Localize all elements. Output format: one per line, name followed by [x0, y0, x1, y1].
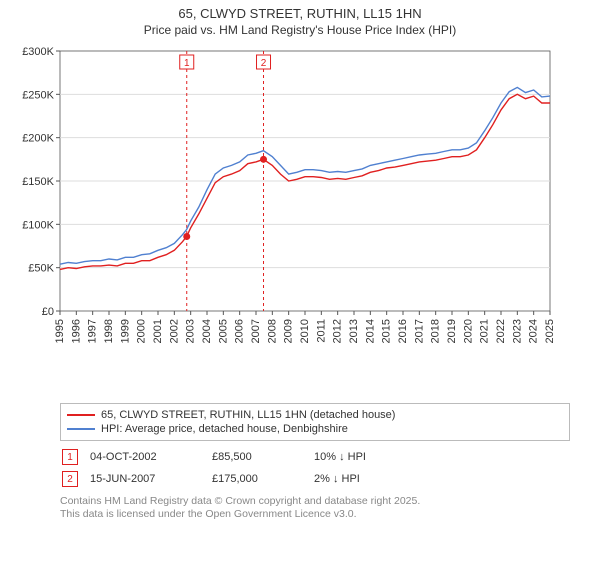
legend-swatch	[67, 428, 95, 430]
svg-text:£300K: £300K	[22, 46, 54, 58]
x-tick-label: 2003	[185, 319, 197, 343]
x-tick-label: 1999	[119, 319, 131, 343]
x-tick-label: 2019	[446, 319, 458, 343]
x-tick-label: 2010	[299, 319, 311, 343]
chart-title: 65, CLWYD STREET, RUTHIN, LL15 1HN	[0, 6, 600, 21]
event-delta: 10% ↓ HPI	[314, 447, 376, 467]
x-tick-label: 2014	[364, 319, 376, 343]
x-tick-label: 2021	[479, 319, 491, 343]
svg-text:1: 1	[184, 58, 190, 69]
footer-attribution: Contains HM Land Registry data © Crown c…	[60, 495, 570, 521]
x-tick-label: 2011	[315, 319, 327, 343]
x-tick-label: 1995	[54, 319, 66, 343]
legend-label: HPI: Average price, detached house, Denb…	[101, 422, 348, 436]
chart-plot-area: £0 £50K £100K £150K £200K £250K £300K 1995 1996 1…	[18, 45, 582, 397]
x-tick-label: 2009	[283, 319, 295, 343]
x-tick-label: 2015	[381, 319, 393, 343]
svg-text:£250K: £250K	[22, 89, 54, 101]
x-tick-label: 2016	[397, 319, 409, 343]
x-tick-label: 2002	[168, 319, 180, 343]
svg-text:£150K: £150K	[22, 176, 54, 188]
svg-text:2: 2	[261, 58, 267, 69]
legend-item: HPI: Average price, detached house, Denb…	[67, 422, 563, 436]
chart-container: 65, CLWYD STREET, RUTHIN, LL15 1HN Price…	[0, 6, 600, 566]
x-tick-label: 2012	[332, 319, 344, 343]
svg-text:£50K: £50K	[28, 263, 54, 275]
event-delta: 2% ↓ HPI	[314, 469, 376, 489]
chart-legend: 65, CLWYD STREET, RUTHIN, LL15 1HN (deta…	[60, 403, 570, 441]
legend-swatch	[67, 414, 95, 416]
events-table: 1 04-OCT-2002£85,50010% ↓ HPI 2 15-JUN-2007…	[60, 445, 378, 491]
event-row: 2 15-JUN-2007£175,0002% ↓ HPI	[62, 469, 376, 489]
svg-text:£100K: £100K	[22, 219, 54, 231]
event-date: 15-JUN-2007	[90, 469, 210, 489]
x-tick-label: 2005	[217, 319, 229, 343]
event-price: £175,000	[212, 469, 312, 489]
event-number-box: 2	[62, 471, 78, 487]
event-date: 04-OCT-2002	[90, 447, 210, 467]
x-tick-label: 2017	[413, 319, 425, 343]
x-tick-label: 2020	[462, 319, 474, 343]
x-tick-label: 2000	[136, 319, 148, 343]
x-tick-label: 2022	[495, 319, 507, 343]
x-tick-label: 2007	[250, 319, 262, 343]
chart-subtitle: Price paid vs. HM Land Registry's House …	[0, 23, 600, 37]
x-tick-label: 2004	[201, 319, 213, 343]
legend-item: 65, CLWYD STREET, RUTHIN, LL15 1HN (deta…	[67, 408, 563, 422]
x-tick-label: 2013	[348, 319, 360, 343]
event-number-box: 1	[62, 449, 78, 465]
x-tick-label: 2018	[430, 319, 442, 343]
svg-text:£0: £0	[42, 306, 54, 318]
event-row: 1 04-OCT-2002£85,50010% ↓ HPI	[62, 447, 376, 467]
footer-line2: This data is licensed under the Open Gov…	[60, 508, 570, 521]
x-tick-label: 1996	[70, 319, 82, 343]
footer-line1: Contains HM Land Registry data © Crown c…	[60, 495, 570, 508]
x-tick-label: 2008	[266, 319, 278, 343]
event-price: £85,500	[212, 447, 312, 467]
x-tick-label: 1998	[103, 319, 115, 343]
svg-text:£200K: £200K	[22, 133, 54, 145]
x-tick-label: 2006	[234, 319, 246, 343]
x-tick-label: 2023	[511, 319, 523, 343]
x-tick-label: 2024	[528, 319, 540, 343]
x-tick-label: 1997	[87, 319, 99, 343]
x-tick-label: 2025	[544, 319, 556, 343]
legend-label: 65, CLWYD STREET, RUTHIN, LL15 1HN (deta…	[101, 408, 395, 422]
line-chart-svg: £0 £50K £100K £150K £200K £250K £300K 1995 1996 1…	[18, 45, 558, 397]
x-tick-label: 2001	[152, 319, 164, 343]
